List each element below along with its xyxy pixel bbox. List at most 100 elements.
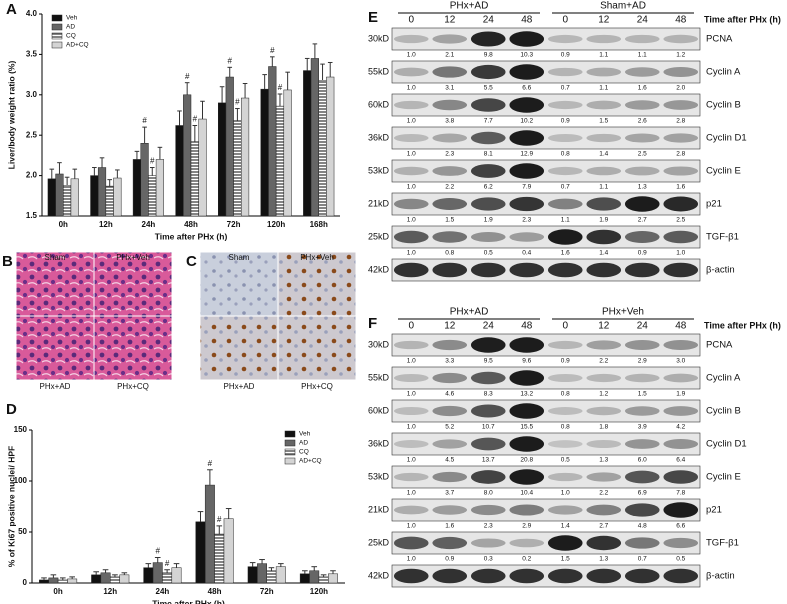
y-axis-label: Liver/body weight ratio (%)	[6, 61, 16, 170]
quant-label: 1.6	[561, 250, 570, 257]
panel-letter: B	[2, 253, 13, 270]
quant-label: 5.2	[445, 424, 454, 431]
band	[624, 537, 660, 549]
bar	[214, 533, 225, 584]
quant-label: 1.6	[638, 85, 647, 92]
quant-label: 1.0	[676, 250, 685, 257]
blot-strip	[391, 564, 701, 588]
band	[432, 405, 468, 417]
protein-label: Cyclin E	[706, 166, 741, 177]
bar	[223, 518, 234, 584]
bar	[90, 175, 99, 217]
band	[509, 64, 545, 80]
band	[586, 262, 622, 278]
band	[624, 133, 660, 143]
annotation: #	[155, 547, 160, 556]
band	[509, 163, 545, 179]
annotation: #	[217, 515, 222, 524]
quant-label: 6.6	[676, 523, 685, 530]
quant-label: 0.9	[561, 52, 570, 59]
band	[547, 374, 583, 382]
quant-label: 1.5	[445, 217, 454, 224]
blot-strip	[391, 60, 701, 84]
blot-strip	[391, 258, 701, 282]
time-label: 0	[408, 321, 414, 332]
bar	[225, 76, 234, 217]
band	[509, 504, 545, 516]
band	[470, 164, 506, 178]
quant-label: 0.8	[445, 250, 454, 257]
x-tick-label: 120h	[267, 220, 285, 229]
quant-label: 0.5	[484, 250, 493, 257]
y-tick-label: 150	[14, 425, 28, 434]
image-label: PHx+AD	[224, 382, 255, 391]
band	[547, 229, 583, 245]
bar	[171, 567, 182, 584]
bar	[326, 76, 335, 217]
kd-label: 60kD	[368, 405, 390, 415]
y-tick-label: 2.5	[26, 130, 38, 139]
quant-label: 7.8	[676, 490, 685, 497]
band	[432, 339, 468, 351]
quant-label: 1.3	[599, 457, 608, 464]
legend-swatch	[51, 41, 63, 49]
quant-label: 13.7	[482, 457, 495, 464]
quant-label: 1.0	[407, 184, 416, 191]
image-label: PHx+Veh	[116, 253, 150, 262]
blot-strip	[391, 225, 701, 249]
quant-label: 4.6	[445, 391, 454, 398]
group-label: PHx+AD	[450, 307, 489, 318]
x-tick-label: 168h	[310, 220, 328, 229]
quant-label: 1.0	[407, 424, 416, 431]
band	[547, 505, 583, 515]
annotation: #	[150, 157, 155, 166]
protein-label: p21	[706, 505, 722, 516]
band	[586, 34, 622, 44]
quant-label: 1.0	[407, 556, 416, 563]
quant-label: 1.3	[599, 556, 608, 563]
quant-label: 1.0	[407, 490, 416, 497]
legend-swatch	[51, 32, 63, 40]
band	[393, 198, 429, 210]
blot-strip	[391, 399, 701, 423]
quant-label: 4.2	[676, 424, 685, 431]
band	[470, 437, 506, 451]
band	[509, 568, 545, 584]
band	[663, 100, 699, 110]
image-label: Sham	[229, 253, 250, 262]
bar	[268, 66, 277, 217]
band	[470, 470, 506, 484]
band	[509, 196, 545, 212]
panel-letter: A	[6, 1, 17, 18]
bar	[48, 577, 59, 584]
y-tick-label: 2.0	[26, 171, 38, 180]
micrograph	[93, 315, 173, 381]
bar	[309, 570, 320, 584]
quant-label: 1.0	[407, 151, 416, 158]
band	[547, 407, 583, 415]
quant-label: 2.5	[676, 217, 685, 224]
quant-label: 2.8	[676, 118, 685, 125]
bar	[110, 576, 120, 584]
band	[547, 568, 583, 584]
band	[624, 568, 660, 584]
quant-label: 0.2	[522, 556, 531, 563]
band	[586, 406, 622, 416]
protein-label: Cyclin A	[706, 373, 741, 384]
kd-label: 36kD	[368, 132, 390, 142]
band	[624, 439, 660, 449]
bar	[143, 567, 154, 584]
bar	[283, 89, 292, 217]
x-tick-label: 24h	[156, 587, 170, 596]
quant-label: 4.5	[445, 457, 454, 464]
quant-label: 13.2	[520, 391, 533, 398]
time-label: 48	[675, 15, 687, 26]
quant-label: 6.4	[676, 457, 685, 464]
band	[470, 568, 506, 584]
band	[663, 406, 699, 416]
annotation: #	[278, 83, 283, 92]
kd-label: 55kD	[368, 372, 390, 382]
band	[432, 133, 468, 143]
blot-strip	[391, 93, 701, 117]
bar	[119, 574, 130, 584]
